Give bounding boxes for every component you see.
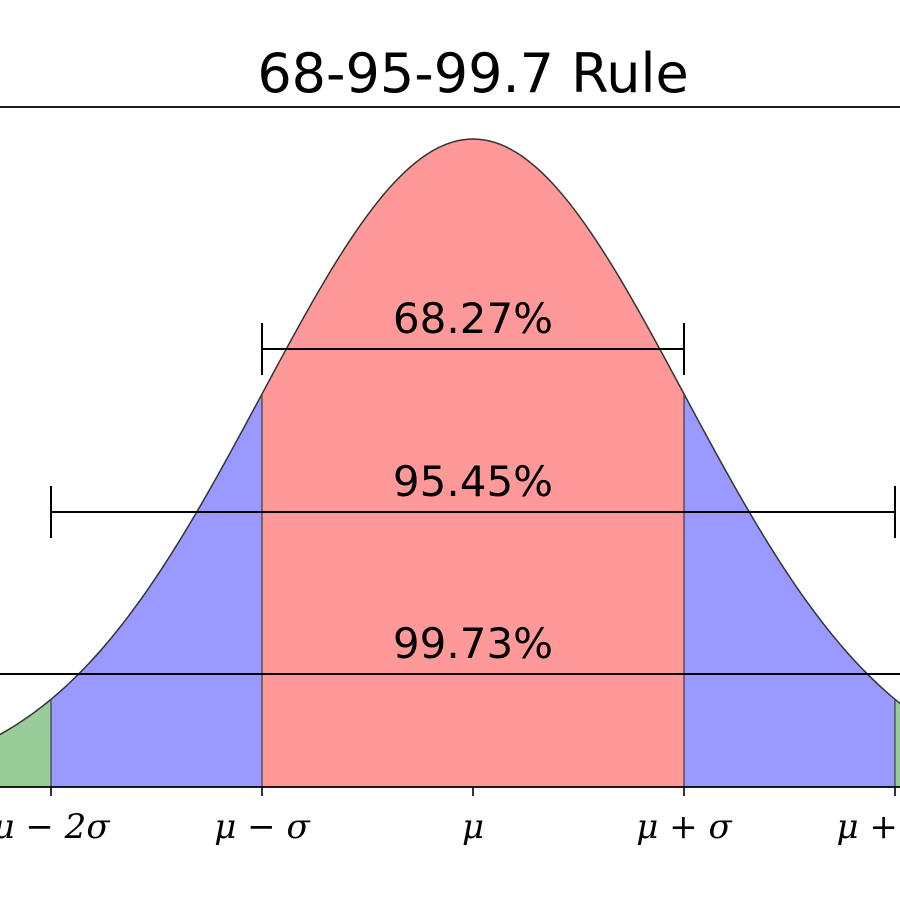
tick-label: μ bbox=[462, 807, 484, 847]
region-within-3-sigma-right bbox=[895, 699, 900, 787]
region-within-2-sigma-left bbox=[51, 393, 262, 787]
interval-68.27: 68.27% bbox=[261, 294, 685, 375]
sigma-divider-lines bbox=[50, 393, 896, 787]
interval-95.45: 95.45% bbox=[50, 457, 896, 538]
tick-label: μ + 2σ bbox=[836, 807, 900, 847]
interval-label: 95.45% bbox=[393, 457, 553, 506]
region-within-1-sigma bbox=[262, 139, 684, 787]
bell-curve-line bbox=[0, 138, 900, 736]
region-within-2-sigma-right bbox=[684, 393, 895, 787]
tick-label: μ − σ bbox=[214, 807, 310, 847]
interval-99.73: 99.73% bbox=[0, 619, 900, 675]
x-axis-ticks: μ − 2σ μ − σ μ μ + σ μ + 2σ bbox=[0, 787, 900, 847]
tick-label: μ − 2σ bbox=[0, 807, 110, 847]
chart-title: 68-95-99.7 Rule bbox=[257, 42, 688, 105]
interval-label: 99.73% bbox=[393, 619, 553, 668]
interval-brackets: 68.27% 95.45% 99.73% bbox=[0, 294, 900, 675]
region-within-3-sigma-left bbox=[0, 699, 51, 787]
tick-label: μ + σ bbox=[636, 807, 732, 847]
interval-label: 68.27% bbox=[393, 294, 553, 343]
shaded-regions bbox=[0, 139, 900, 787]
